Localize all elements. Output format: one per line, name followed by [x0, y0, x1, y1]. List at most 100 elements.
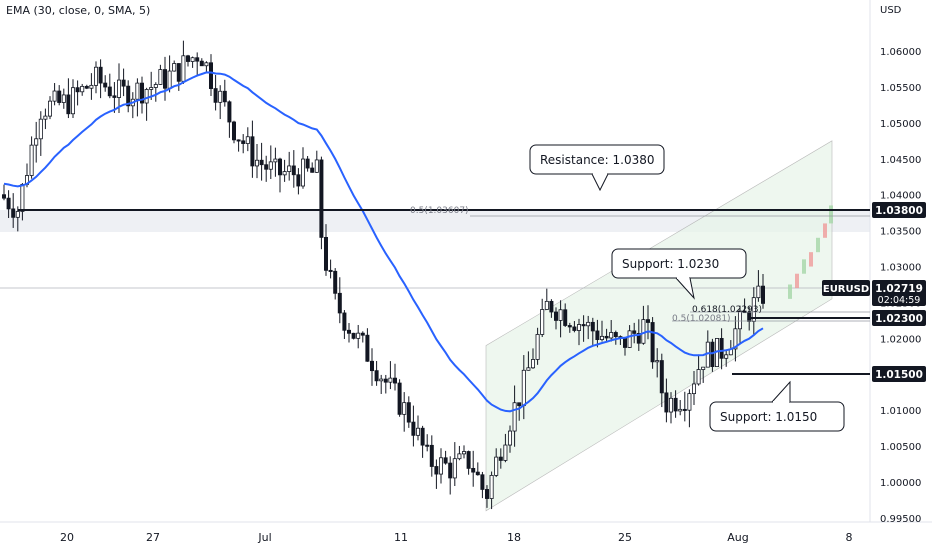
price-tick-label: 1.03500: [880, 227, 921, 238]
candle-body: [531, 359, 536, 369]
candle-body: [323, 236, 328, 271]
candle-body: [254, 159, 259, 167]
candle-body: [586, 321, 591, 327]
price-tick-label: 1.00500: [880, 442, 921, 453]
candle-body: [461, 451, 466, 455]
candle-body: [277, 158, 282, 176]
candle-body: [383, 378, 388, 383]
candle-body: [503, 444, 508, 461]
candle-body: [411, 421, 416, 436]
candle-body: [517, 402, 522, 407]
candle-body: [673, 397, 678, 412]
candle-body: [250, 136, 255, 167]
candle-body: [756, 285, 761, 299]
level-label-support-lower-box: [872, 366, 926, 382]
support-upper-callout[interactable]: Support: 1.0230: [611, 248, 747, 300]
candle-body: [71, 87, 76, 115]
candle-body: [199, 60, 204, 67]
candle-body: [498, 456, 503, 461]
level-label-support-upper[interactable]: 1.02300: [872, 310, 926, 326]
candle-body: [264, 164, 269, 170]
level-label-support-lower[interactable]: 1.01500: [872, 366, 926, 382]
candle-body: [94, 66, 99, 86]
candle-body: [241, 140, 246, 144]
candle-body: [11, 208, 16, 218]
candle-body: [600, 335, 605, 341]
candlestick-series: [2, 40, 766, 510]
projection-candle: [816, 237, 820, 253]
candle-body: [420, 427, 425, 446]
candle-body: [682, 408, 687, 411]
price-tick-label: 1.02000: [880, 334, 921, 345]
candle-body: [443, 457, 448, 464]
indicator-legend[interactable]: EMA (30, close, 0, SMA, 5): [6, 4, 151, 17]
candle-body: [176, 63, 181, 82]
candle-body: [563, 309, 568, 326]
candle-body: [245, 136, 250, 144]
candle-body: [218, 90, 223, 103]
level-label-resistance[interactable]: 1.03800: [872, 202, 926, 218]
candle-body: [222, 90, 227, 103]
candle-body: [57, 90, 62, 103]
candle-body: [687, 393, 692, 411]
candle-body: [646, 319, 651, 323]
candle-body: [406, 402, 411, 423]
time-tick-label: Aug: [727, 531, 748, 544]
candle-body: [98, 66, 103, 84]
candle-body: [544, 300, 549, 310]
candle-body: [402, 402, 407, 415]
candle-body: [61, 94, 66, 103]
candle-body: [609, 332, 614, 339]
candle-body: [15, 211, 20, 218]
candle-body: [190, 57, 195, 62]
candle-body: [572, 326, 577, 331]
fib-label-618: 0.618(1.02293): [692, 305, 762, 315]
candle-body: [540, 309, 545, 335]
candle-body: [659, 360, 664, 394]
candle-body: [507, 430, 512, 446]
time-tick-label: 11: [394, 531, 408, 544]
candle-body: [360, 332, 365, 336]
candle-body: [379, 378, 384, 382]
price-tick-label: 1.00000: [880, 478, 921, 489]
candle-body: [448, 462, 453, 479]
symbol-price-box: [872, 280, 926, 306]
resistance-callout[interactable]: Resistance: 1.0380: [529, 144, 665, 192]
candle-body: [549, 300, 554, 313]
candle-body: [310, 167, 315, 173]
candle-body: [701, 366, 706, 370]
projection-candle: [829, 205, 833, 224]
support-lower-callout-pointer: [771, 380, 791, 403]
time-axis[interactable]: 20 27 Jul 11 18 25 Aug 8: [60, 531, 853, 544]
candle-body: [751, 297, 756, 322]
candle-body: [185, 55, 190, 62]
candle-body: [604, 335, 609, 339]
projection-candle: [802, 259, 806, 274]
support-lower-callout-text: Support: 1.0150: [720, 410, 817, 424]
candle-body: [112, 95, 117, 98]
support-lower-callout[interactable]: Support: 1.0150: [709, 380, 845, 432]
symbol-name: EURUSD: [823, 284, 869, 295]
fib-label-left: 0.5(1.03607): [410, 206, 469, 216]
candle-body: [103, 82, 108, 88]
candle-body: [167, 70, 172, 89]
candle-body: [333, 270, 338, 294]
candle-body: [567, 325, 572, 328]
candle-body: [231, 121, 236, 141]
candle-body: [195, 57, 200, 62]
projection-candles: [788, 205, 833, 299]
candle-body: [623, 337, 628, 348]
candle-body: [710, 341, 715, 368]
candle-body: [678, 408, 683, 412]
candle-body: [29, 144, 34, 176]
candle-body: [374, 370, 379, 382]
projection-candle: [823, 223, 827, 238]
symbol-price-tag[interactable]: EURUSD 1.02719 02:04:59: [822, 280, 926, 306]
candle-body: [80, 85, 85, 93]
projection-candle: [788, 284, 792, 299]
candle-body: [669, 397, 674, 413]
support-zone: [0, 210, 870, 232]
candle-body: [526, 367, 531, 371]
